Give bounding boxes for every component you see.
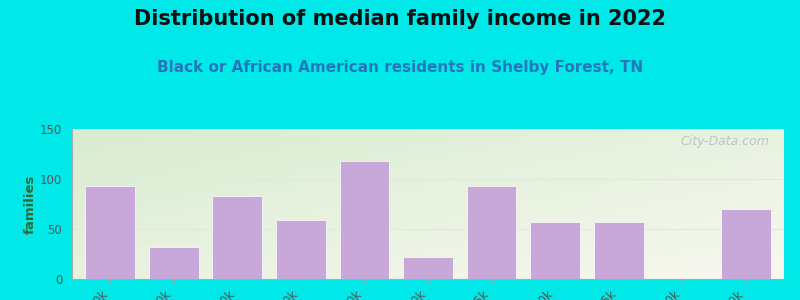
Bar: [721, 209, 770, 279]
Bar: [466, 186, 516, 279]
Text: Black or African American residents in Shelby Forest, TN: Black or African American residents in S…: [157, 60, 643, 75]
Bar: [340, 161, 390, 279]
Bar: [594, 222, 643, 279]
Bar: [86, 186, 135, 279]
Bar: [530, 222, 580, 279]
Text: City-Data.com: City-Data.com: [681, 135, 770, 148]
Y-axis label: families: families: [24, 174, 38, 234]
Bar: [403, 257, 453, 279]
Bar: [149, 247, 198, 279]
Text: Distribution of median family income in 2022: Distribution of median family income in …: [134, 9, 666, 29]
Bar: [213, 196, 262, 279]
Bar: [276, 220, 326, 279]
